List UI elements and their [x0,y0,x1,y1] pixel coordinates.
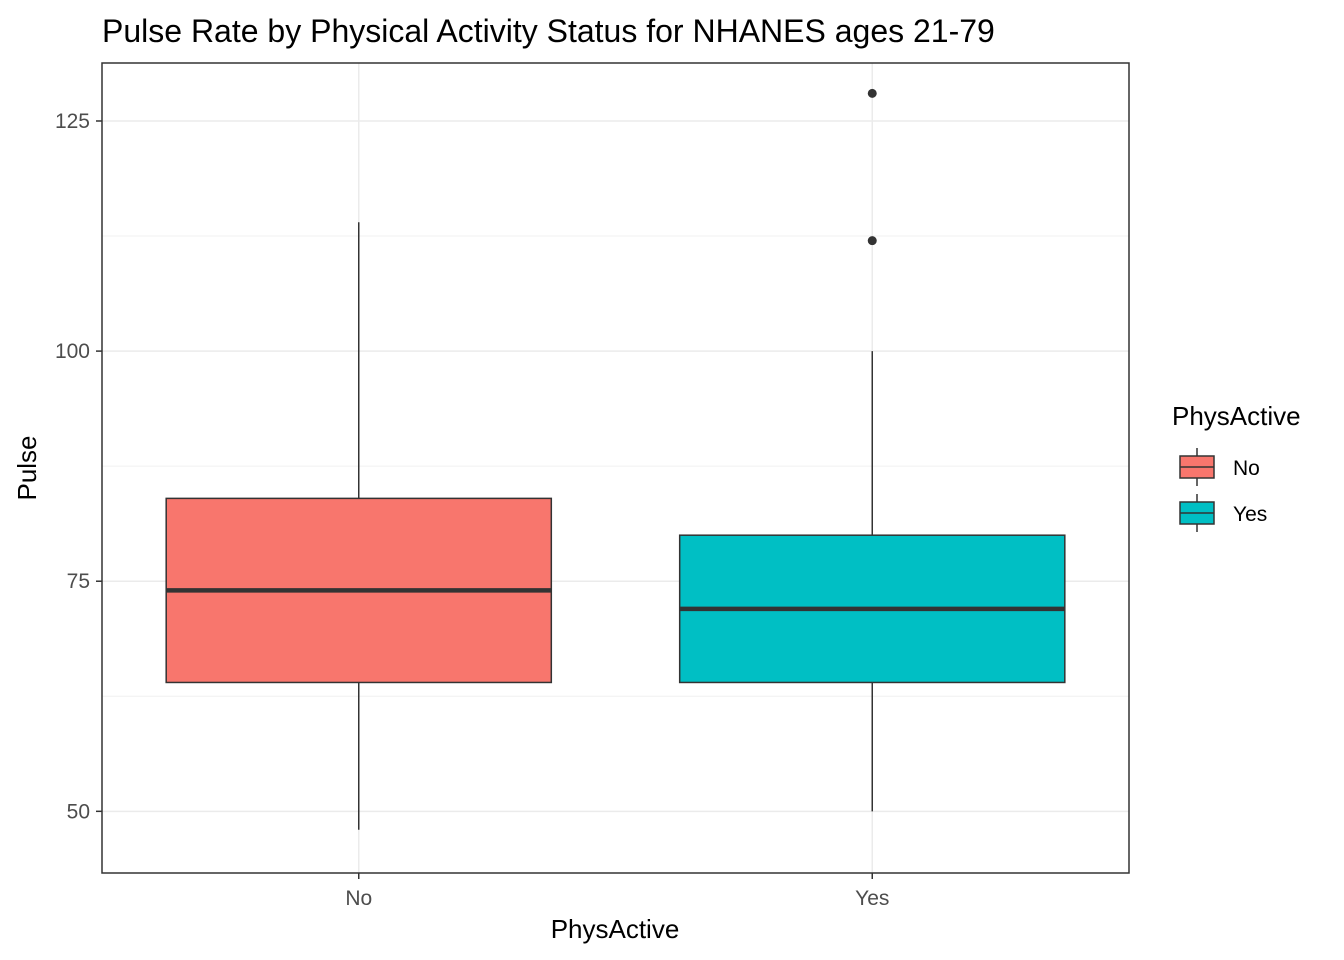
y-tick-label: 125 [55,110,90,133]
y-tick-label: 75 [67,570,90,593]
x-tick-label: No [345,887,372,910]
legend-label: No [1233,457,1260,480]
grid-lines [102,63,1129,873]
boxes [165,88,1066,830]
x-axis-ticks: No Yes [345,873,889,910]
legend-item-no: No [1179,448,1260,486]
y-tick-label: 50 [67,800,90,823]
legend: PhysActive No Yes [1172,401,1301,532]
y-axis-ticks: 50 75 100 125 [55,110,102,823]
legend-label: Yes [1233,503,1267,526]
outlier-point [867,88,877,98]
plot-panel-border [101,62,1130,874]
box-no [165,222,553,830]
outlier-point [867,236,877,246]
box-yes [678,88,1066,812]
y-tick-label: 100 [55,340,90,363]
y-axis-title: Pulse [12,435,42,500]
chart-title: Pulse Rate by Physical Activity Status f… [102,13,995,49]
legend-title: PhysActive [1172,401,1301,431]
x-axis-title: PhysActive [551,914,680,944]
x-tick-label: Yes [855,887,889,910]
legend-item-yes: Yes [1179,494,1267,532]
